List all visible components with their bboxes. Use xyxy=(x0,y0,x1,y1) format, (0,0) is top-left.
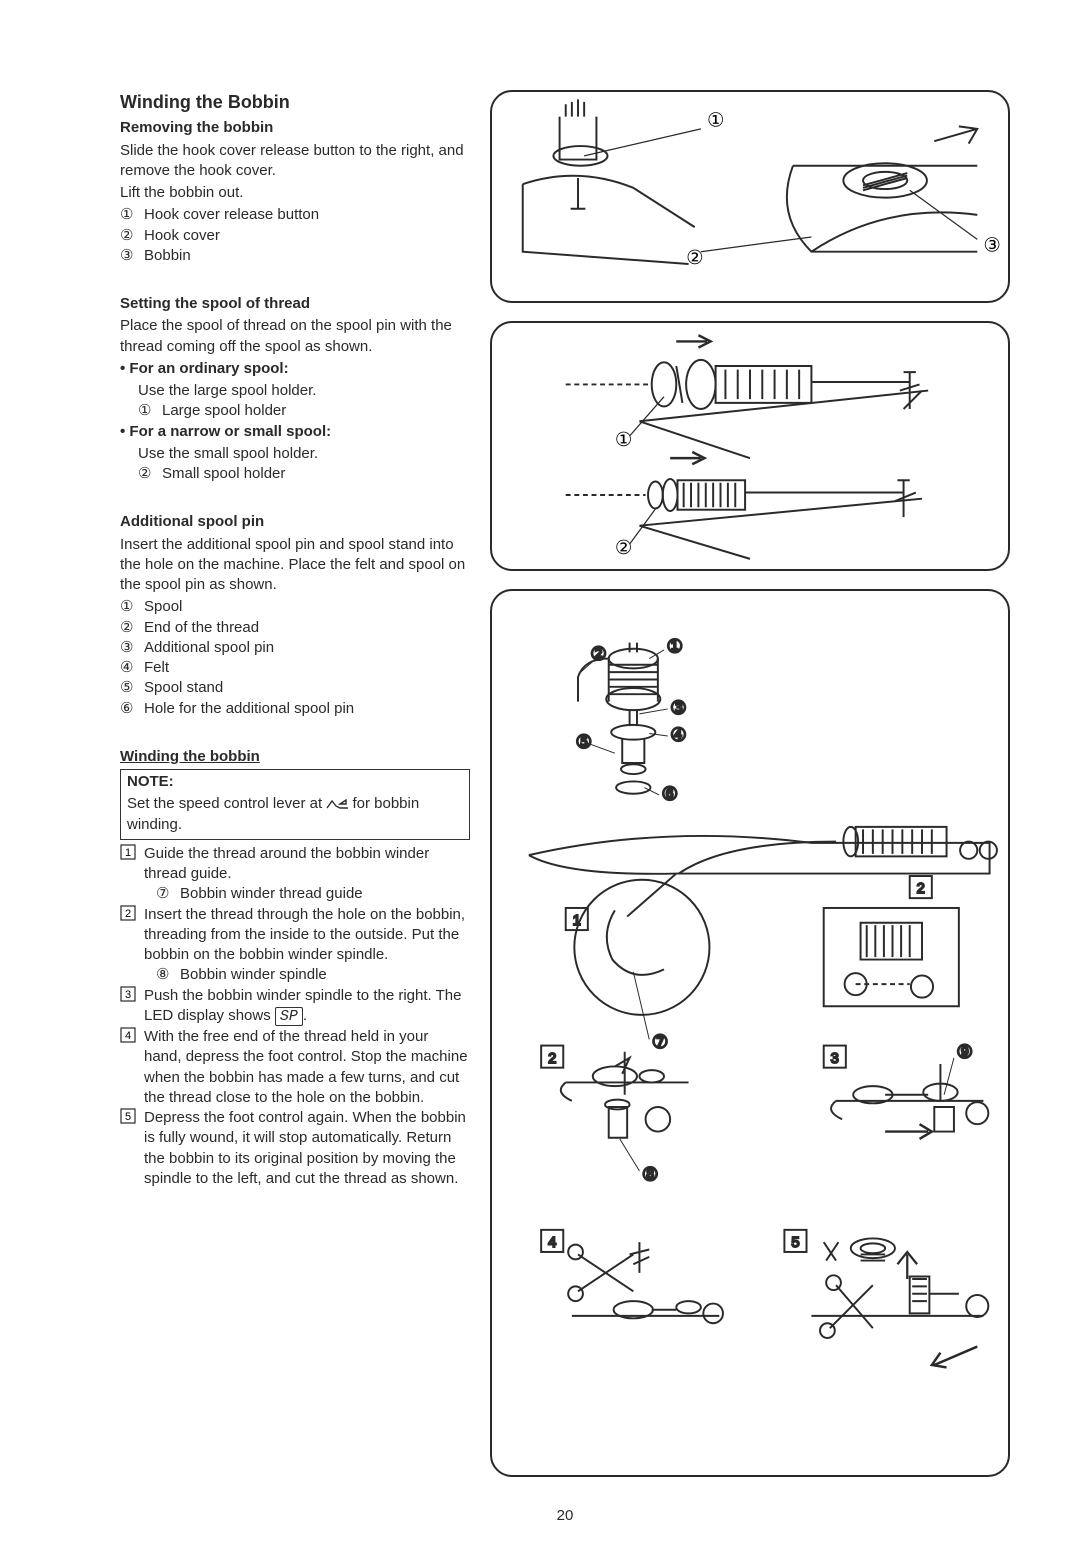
svg-text:④: ④ xyxy=(670,723,687,744)
svg-text:5: 5 xyxy=(125,1111,131,1123)
callout-number: ③ xyxy=(120,638,144,658)
led-display-value: SP xyxy=(275,1007,303,1026)
svg-text:⑨: ⑨ xyxy=(956,1040,973,1061)
svg-text:1: 1 xyxy=(573,913,581,929)
para: Insert the additional spool pin and spoo… xyxy=(120,535,470,596)
svg-text:②: ② xyxy=(615,537,633,559)
svg-text:2: 2 xyxy=(548,1050,556,1066)
step-box-number: 1 xyxy=(120,844,144,885)
step-text: Guide the thread around the bobbin winde… xyxy=(144,844,470,885)
callout-text: Hook cover release button xyxy=(144,205,319,225)
svg-text:①: ① xyxy=(666,635,683,656)
callout-text: Hole for the additional spool pin xyxy=(144,699,354,719)
callout-text: Bobbin winder spindle xyxy=(180,965,327,985)
callout-text: Bobbin xyxy=(144,246,191,266)
svg-text:③: ③ xyxy=(983,235,1001,257)
step-text: Depress the foot control again. When the… xyxy=(144,1108,470,1189)
callout-text: Large spool holder xyxy=(162,401,286,421)
callout-text: Hook cover xyxy=(144,226,220,246)
svg-text:①: ① xyxy=(707,109,725,131)
svg-text:2: 2 xyxy=(125,908,131,920)
section-heading-spool: Setting the spool of thread xyxy=(120,294,470,314)
note-label: NOTE: xyxy=(127,772,463,792)
callout-number: ③ xyxy=(120,246,144,266)
diagram-hook-cover: ① ② ③ xyxy=(490,90,1010,303)
svg-text:⑧: ⑧ xyxy=(642,1163,659,1184)
callout-number: ⑤ xyxy=(120,678,144,698)
svg-text:⑦: ⑦ xyxy=(652,1031,669,1052)
svg-text:③: ③ xyxy=(670,696,687,717)
callout-number: ② xyxy=(120,226,144,246)
callout-text: Spool xyxy=(144,597,182,617)
bullet-heading: • For an ordinary spool: xyxy=(120,359,470,379)
bullet-heading: • For a narrow or small spool: xyxy=(120,422,470,442)
diagram-spool-holders: ① ② xyxy=(490,321,1010,571)
manual-page: Winding the Bobbin Removing the bobbin S… xyxy=(0,0,1080,1564)
step-text: With the free end of the thread held in … xyxy=(144,1027,470,1108)
svg-text:5: 5 xyxy=(791,1235,799,1251)
callout-number: ① xyxy=(120,597,144,617)
callout-number: ② xyxy=(138,464,162,484)
instruction-text-column: Winding the Bobbin Removing the bobbin S… xyxy=(120,90,470,1477)
section-heading-removing: Removing the bobbin xyxy=(120,118,470,138)
callout-number: ① xyxy=(120,205,144,225)
note-body: Set the speed control lever at for bobbi… xyxy=(127,794,463,835)
callout-number: ⑧ xyxy=(156,965,180,985)
svg-text:⑥: ⑥ xyxy=(662,782,679,803)
note-box: NOTE: Set the speed control lever at for… xyxy=(120,769,470,840)
para: Use the large spool holder. xyxy=(120,381,470,401)
step-text: Push the bobbin winder spindle to the ri… xyxy=(144,986,470,1028)
callout-number: ⑦ xyxy=(156,884,180,904)
step-text: Insert the thread through the hole on th… xyxy=(144,905,470,966)
svg-text:②: ② xyxy=(686,247,704,269)
callout-number: ① xyxy=(138,401,162,421)
svg-text:4: 4 xyxy=(125,1030,131,1042)
page-number: 20 xyxy=(120,1507,1010,1524)
callout-number: ④ xyxy=(120,658,144,678)
svg-text:4: 4 xyxy=(548,1235,556,1251)
speed-icon xyxy=(326,798,348,810)
callout-number: ⑥ xyxy=(120,699,144,719)
step-box-number: 4 xyxy=(120,1027,144,1108)
callout-text: Bobbin winder thread guide xyxy=(180,884,363,904)
para: Use the small spool holder. xyxy=(120,444,470,464)
callout-text: Spool stand xyxy=(144,678,223,698)
section-heading-additional-pin: Additional spool pin xyxy=(120,512,470,532)
para: Lift the bobbin out. xyxy=(120,183,470,203)
svg-text:②: ② xyxy=(590,642,607,663)
svg-text:3: 3 xyxy=(125,989,131,1001)
step-box-number: 5 xyxy=(120,1108,144,1189)
svg-text:3: 3 xyxy=(831,1050,839,1066)
section-heading-winding: Winding the bobbin xyxy=(120,747,470,767)
step-box-number: 2 xyxy=(120,905,144,966)
svg-text:1: 1 xyxy=(125,847,131,859)
callout-text: Additional spool pin xyxy=(144,638,274,658)
step-box-number: 3 xyxy=(120,986,144,1028)
svg-text:①: ① xyxy=(615,429,633,451)
svg-text:2: 2 xyxy=(917,881,925,897)
callout-text: End of the thread xyxy=(144,618,259,638)
svg-text:⑤: ⑤ xyxy=(576,731,593,752)
diagram-winding: ② ① ③ ④ ⑤ ⑥ xyxy=(490,589,1010,1478)
para: Slide the hook cover release button to t… xyxy=(120,141,470,182)
callout-number: ② xyxy=(120,618,144,638)
page-title: Winding the Bobbin xyxy=(120,90,470,114)
diagram-column: ① ② ③ xyxy=(490,90,1010,1477)
callout-text: Felt xyxy=(144,658,169,678)
callout-text: Small spool holder xyxy=(162,464,285,484)
para: Place the spool of thread on the spool p… xyxy=(120,316,470,357)
